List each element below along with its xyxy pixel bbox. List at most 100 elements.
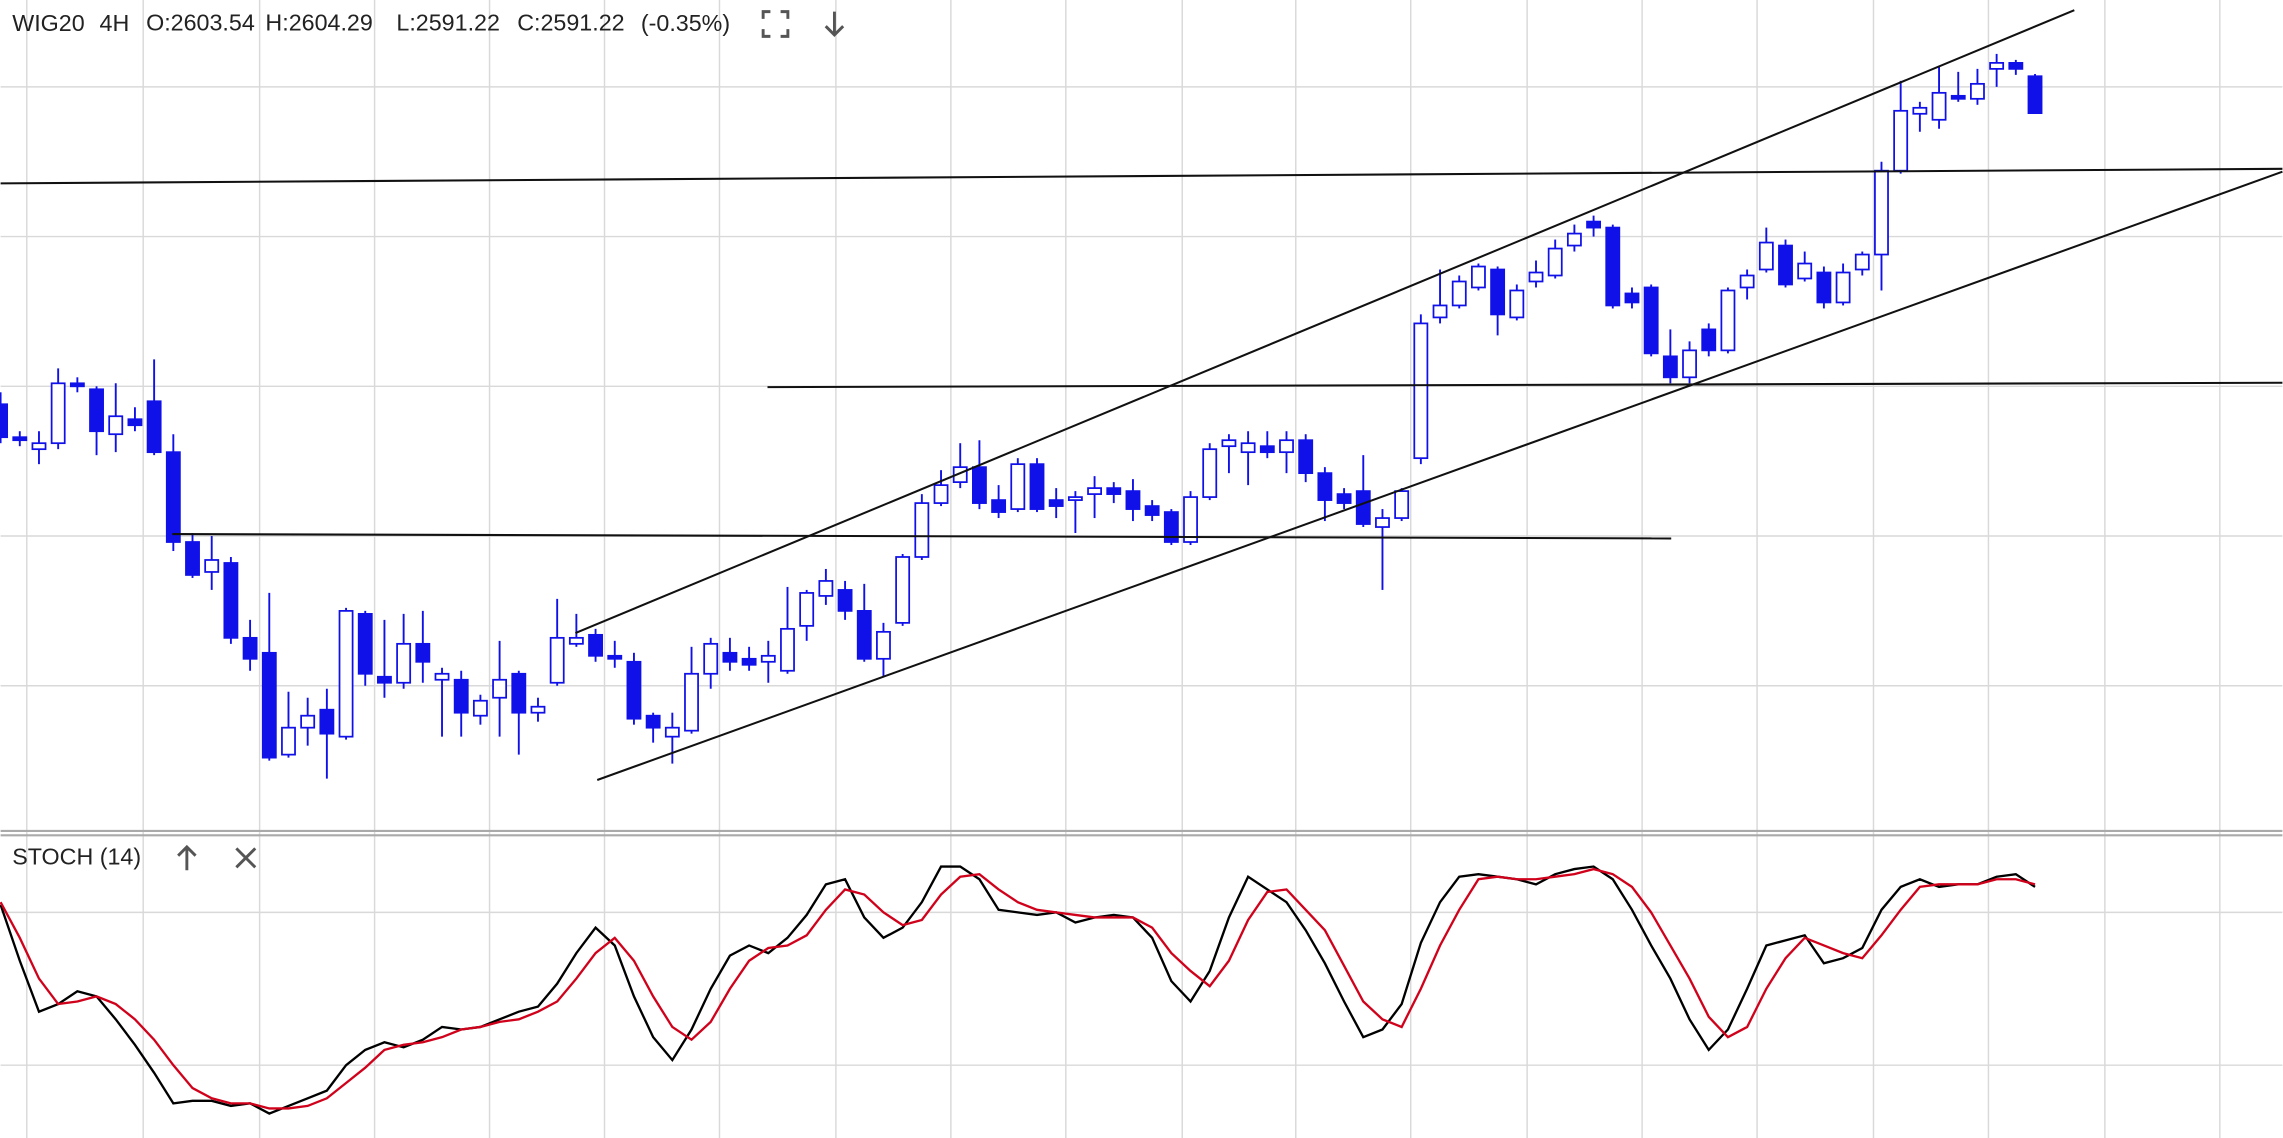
candle-body-up (549, 636, 565, 684)
candle-body-up (1413, 322, 1429, 460)
candle-body-down (722, 651, 738, 663)
candle-body-down (1778, 244, 1793, 286)
candle-body-down (2008, 62, 2024, 70)
indicator-line (0, 865, 2036, 1115)
candle-body-up (1912, 106, 1928, 115)
candle-body-down (127, 418, 143, 427)
candle-body-up (1874, 169, 1889, 256)
candle-body-down (1701, 328, 1717, 352)
low-readout: L:2591.22 (396, 10, 500, 36)
candle-body-up (760, 654, 776, 663)
candle-body-up (300, 714, 316, 729)
candle-body-down (1586, 220, 1602, 229)
trend-line (767, 381, 2283, 389)
candle-body-up (1547, 247, 1563, 277)
candle-body-up (1509, 289, 1525, 319)
candle-body-down (607, 654, 623, 660)
candle-body-down (261, 651, 277, 759)
candle-body-down (1048, 499, 1064, 507)
candle-body-down (837, 589, 853, 612)
fullscreen-button[interactable] (761, 10, 790, 38)
candle-body-up (434, 672, 450, 681)
candle-body-up (1758, 241, 1774, 271)
candle-body-down (0, 403, 9, 439)
download-button[interactable] (824, 11, 845, 37)
candle-body-up (1202, 448, 1218, 498)
move-up-button[interactable] (177, 844, 197, 871)
candle-body-down (1605, 226, 1621, 307)
candle-body-down (146, 400, 162, 454)
move-up-icon[interactable] (177, 844, 197, 871)
candle-body-up (1432, 304, 1448, 319)
candle-body-down (1643, 286, 1659, 355)
high-readout: H:2604.29 (265, 10, 372, 36)
candle-body-down (1298, 439, 1314, 475)
trend-line (596, 170, 2283, 781)
candle-body-up (1989, 62, 2005, 70)
candle-body-up (876, 630, 891, 660)
candle-body-up (818, 580, 834, 597)
candle-body-down (377, 675, 392, 684)
candle-body-up (338, 610, 354, 738)
candle-body-up (1835, 271, 1851, 304)
candle-body-up (204, 559, 220, 573)
candle-body-down (357, 613, 373, 675)
candle-body-up (914, 502, 930, 558)
candle-body-up (1931, 91, 1947, 121)
open-readout: O:2603.54 (146, 10, 255, 36)
open-label: O: (146, 10, 171, 36)
close-label: C: (517, 10, 540, 36)
candle-body-down (1490, 268, 1506, 316)
candle-body-down (415, 642, 431, 663)
candle-body-up (50, 382, 66, 445)
candle-body-down (588, 633, 603, 657)
candle-body-up (1375, 517, 1390, 528)
candle-body-up (1451, 280, 1467, 307)
high-label: H: (265, 10, 288, 36)
indicator-title: STOCH (14) (12, 844, 141, 870)
candle-body-down (69, 382, 85, 388)
candle-body-up (799, 592, 815, 627)
trend-lines (0, 9, 2283, 781)
candle-body-up (780, 627, 795, 672)
candle-body-down (1950, 94, 1966, 100)
candle-body-up (895, 556, 911, 624)
candle-body-up (472, 699, 488, 717)
candle-body-up (568, 636, 584, 645)
download-icon[interactable] (824, 11, 845, 37)
candle-body-up (492, 678, 508, 699)
candle-body-up (396, 642, 412, 684)
candle-body-down (645, 714, 661, 729)
candle-body-down (1355, 490, 1371, 525)
close-readout: C:2591.22 (517, 10, 624, 36)
candle-body-down (453, 678, 469, 714)
candle-body-up (933, 484, 949, 504)
candle-body-up (1010, 463, 1026, 510)
candle-body-up (1528, 271, 1544, 283)
open-value: 2603.54 (171, 10, 255, 36)
interval: 4H (100, 10, 130, 36)
candle-body-up (664, 726, 680, 738)
candle-body-down (856, 610, 872, 660)
candle-body-up (684, 672, 699, 732)
candle-body-down (12, 436, 28, 442)
low-label: L: (396, 10, 415, 36)
candle-body-down (1163, 511, 1179, 543)
candle-body-down (741, 657, 757, 666)
trend-line (172, 533, 1672, 540)
candle-body-down (626, 660, 642, 720)
candle-body-up (1854, 253, 1870, 271)
candle-body-up (1183, 496, 1198, 543)
close-button[interactable] (235, 847, 257, 869)
candle-body-up (1240, 442, 1256, 454)
close-icon[interactable] (235, 847, 257, 869)
candle-body-up (1797, 262, 1813, 280)
fullscreen-icon[interactable] (761, 10, 790, 38)
candle-body-down (1317, 472, 1333, 501)
change: (-0.35%) (641, 10, 730, 36)
candle-body-down (1662, 355, 1678, 379)
candle-body-down (1029, 463, 1045, 510)
candle-body-down (223, 562, 239, 639)
